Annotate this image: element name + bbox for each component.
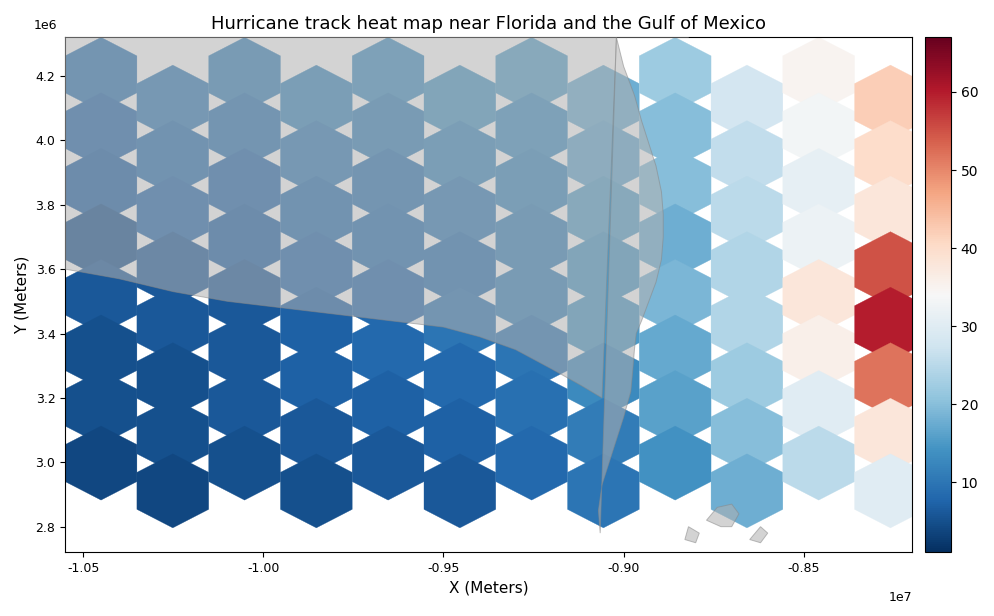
- Text: 1e6: 1e6: [33, 19, 57, 32]
- Polygon shape: [706, 504, 739, 527]
- Polygon shape: [65, 38, 688, 398]
- Title: Hurricane track heat map near Florida and the Gulf of Mexico: Hurricane track heat map near Florida an…: [211, 15, 765, 33]
- Text: 1e7: 1e7: [888, 591, 911, 604]
- Polygon shape: [597, 38, 663, 533]
- Y-axis label: Y (Meters): Y (Meters): [15, 256, 30, 334]
- Polygon shape: [748, 527, 767, 543]
- Polygon shape: [684, 527, 699, 543]
- X-axis label: X (Meters): X (Meters): [448, 581, 528, 596]
